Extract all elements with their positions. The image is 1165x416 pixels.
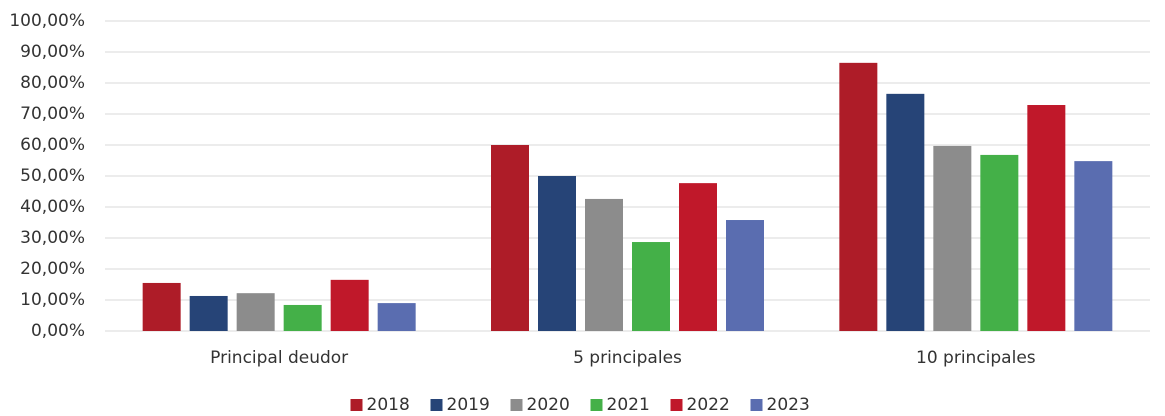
legend-swatch bbox=[430, 399, 443, 411]
bar bbox=[726, 220, 764, 331]
y-tick-label: 40,00% bbox=[20, 197, 85, 217]
bar bbox=[839, 62, 878, 331]
legend-label: 2020 bbox=[527, 395, 570, 415]
bar bbox=[538, 176, 576, 331]
bar bbox=[679, 183, 717, 331]
y-tick-label: 0,00% bbox=[31, 321, 85, 341]
y-tick-label: 30,00% bbox=[20, 228, 85, 248]
x-tick-label: 5 principales bbox=[573, 348, 682, 368]
legend-swatch bbox=[510, 399, 523, 411]
y-tick-label: 10,00% bbox=[20, 290, 85, 310]
bar bbox=[189, 295, 228, 331]
legend-label: 2022 bbox=[687, 395, 730, 415]
y-tick-label: 100,00% bbox=[9, 11, 85, 31]
legend-swatch bbox=[750, 399, 763, 411]
legend-label: 2018 bbox=[367, 395, 410, 415]
x-tick-label: 10 principales bbox=[916, 348, 1036, 368]
bar bbox=[330, 279, 369, 331]
bar bbox=[632, 242, 670, 331]
bar bbox=[886, 93, 925, 331]
legend-swatch bbox=[350, 399, 363, 411]
legend-label: 2019 bbox=[447, 395, 490, 415]
y-tick-label: 60,00% bbox=[20, 135, 85, 155]
y-tick-label: 20,00% bbox=[20, 259, 85, 279]
bar bbox=[283, 304, 322, 331]
legend-label: 2021 bbox=[607, 395, 650, 415]
bar bbox=[1074, 161, 1113, 331]
bar bbox=[491, 145, 529, 331]
bar bbox=[142, 282, 181, 331]
bar bbox=[585, 198, 623, 331]
x-tick-label: Principal deudor bbox=[210, 348, 348, 368]
y-tick-label: 70,00% bbox=[20, 104, 85, 124]
bar bbox=[1027, 105, 1066, 331]
bar bbox=[980, 154, 1019, 331]
y-tick-label: 90,00% bbox=[20, 42, 85, 62]
y-tick-label: 80,00% bbox=[20, 73, 85, 93]
bar bbox=[236, 293, 275, 331]
y-tick-label: 50,00% bbox=[20, 166, 85, 186]
legend-label: 2023 bbox=[767, 395, 810, 415]
bar bbox=[377, 303, 416, 331]
legend-swatch bbox=[590, 399, 603, 411]
legend-swatch bbox=[670, 399, 683, 411]
bar bbox=[933, 145, 972, 331]
